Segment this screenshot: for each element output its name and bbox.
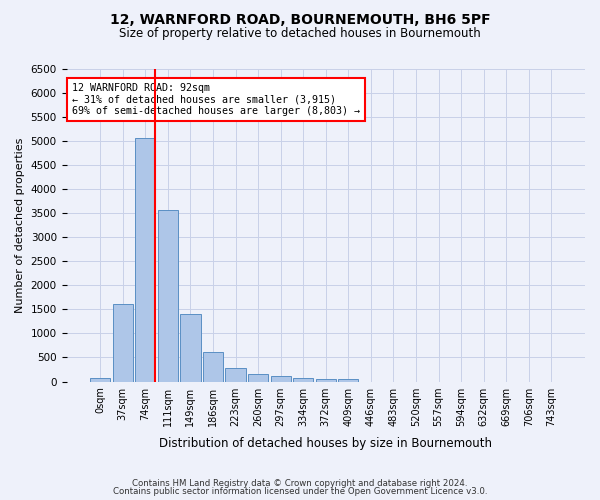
Bar	[271, 376, 291, 382]
Bar	[90, 378, 110, 382]
Bar	[203, 352, 223, 382]
Bar	[226, 368, 246, 382]
Bar	[113, 304, 133, 382]
X-axis label: Distribution of detached houses by size in Bournemouth: Distribution of detached houses by size …	[159, 437, 492, 450]
Bar	[158, 210, 178, 382]
Bar	[248, 374, 268, 382]
Text: Contains public sector information licensed under the Open Government Licence v3: Contains public sector information licen…	[113, 487, 487, 496]
Bar	[293, 378, 313, 382]
Text: 12 WARNFORD ROAD: 92sqm
← 31% of detached houses are smaller (3,915)
69% of semi: 12 WARNFORD ROAD: 92sqm ← 31% of detache…	[72, 83, 360, 116]
Y-axis label: Number of detached properties: Number of detached properties	[15, 138, 25, 313]
Text: Size of property relative to detached houses in Bournemouth: Size of property relative to detached ho…	[119, 28, 481, 40]
Text: 12, WARNFORD ROAD, BOURNEMOUTH, BH6 5PF: 12, WARNFORD ROAD, BOURNEMOUTH, BH6 5PF	[110, 12, 490, 26]
Bar	[135, 138, 155, 382]
Text: Contains HM Land Registry data © Crown copyright and database right 2024.: Contains HM Land Registry data © Crown c…	[132, 478, 468, 488]
Bar	[338, 379, 358, 382]
Bar	[316, 379, 336, 382]
Bar	[181, 314, 200, 382]
